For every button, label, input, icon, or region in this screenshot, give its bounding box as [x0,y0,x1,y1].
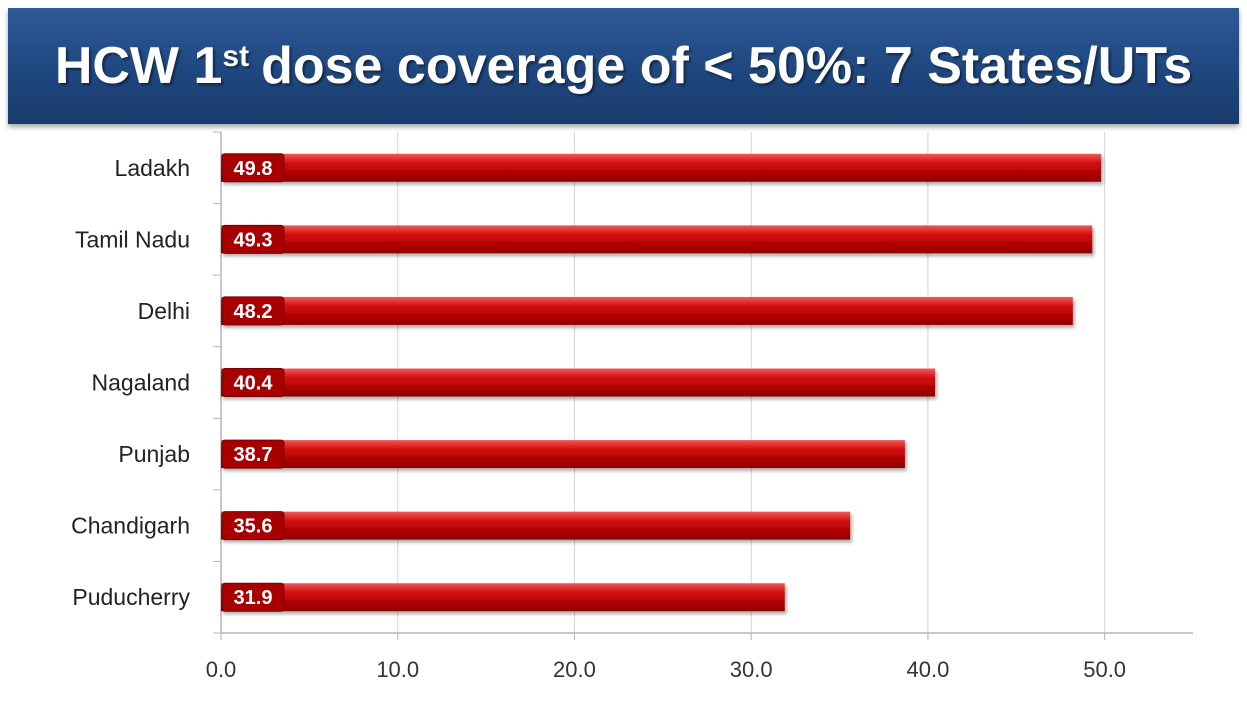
data-label: 40.4 [234,373,274,395]
category-label: Delhi [138,298,190,324]
category-label: Ladakh [115,155,190,181]
category-label: Punjab [118,441,190,467]
x-tick-label: 30.0 [730,657,773,682]
bar [221,296,1073,325]
x-tick-label: 10.0 [376,657,419,682]
data-label-box [221,368,285,397]
bar [221,368,935,397]
data-label: 38.7 [234,444,273,466]
bar [221,583,785,612]
chart-title-superscript: st [222,40,250,73]
data-label-box [221,439,285,469]
data-label-box [221,153,285,183]
category-label: Nagaland [92,370,190,396]
category-label: Tamil Nadu [75,226,190,252]
data-label-box [221,582,285,612]
bar [221,440,905,469]
bar [221,225,1093,254]
x-tick-label: 50.0 [1083,657,1126,682]
category-label: Puducherry [72,584,190,610]
data-label-box [221,511,285,541]
data-label-box [221,296,285,326]
x-tick-label: 0.0 [206,657,237,682]
data-label: 35.6 [234,516,273,538]
data-label: 49.3 [234,229,273,251]
data-label: 31.9 [234,587,273,609]
chart-title-prefix: HCW 1 [54,37,223,95]
category-label: Chandigarh [71,513,190,539]
data-label: 48.2 [234,301,273,323]
data-label: 49.8 [234,158,273,180]
x-tick-label: 40.0 [906,657,949,682]
labels: Ladakh 49.8 Tamil Nadu 49.3 Delhi 48.2 Nagalan… [71,153,285,612]
bar [221,511,851,540]
x-tick-label: 20.0 [553,657,596,682]
bar [221,153,1102,182]
chart-title-suffix: dose coverage of < 50%: 7 States/UTs [261,37,1193,95]
bars [221,153,1102,612]
data-label-box [221,224,285,254]
